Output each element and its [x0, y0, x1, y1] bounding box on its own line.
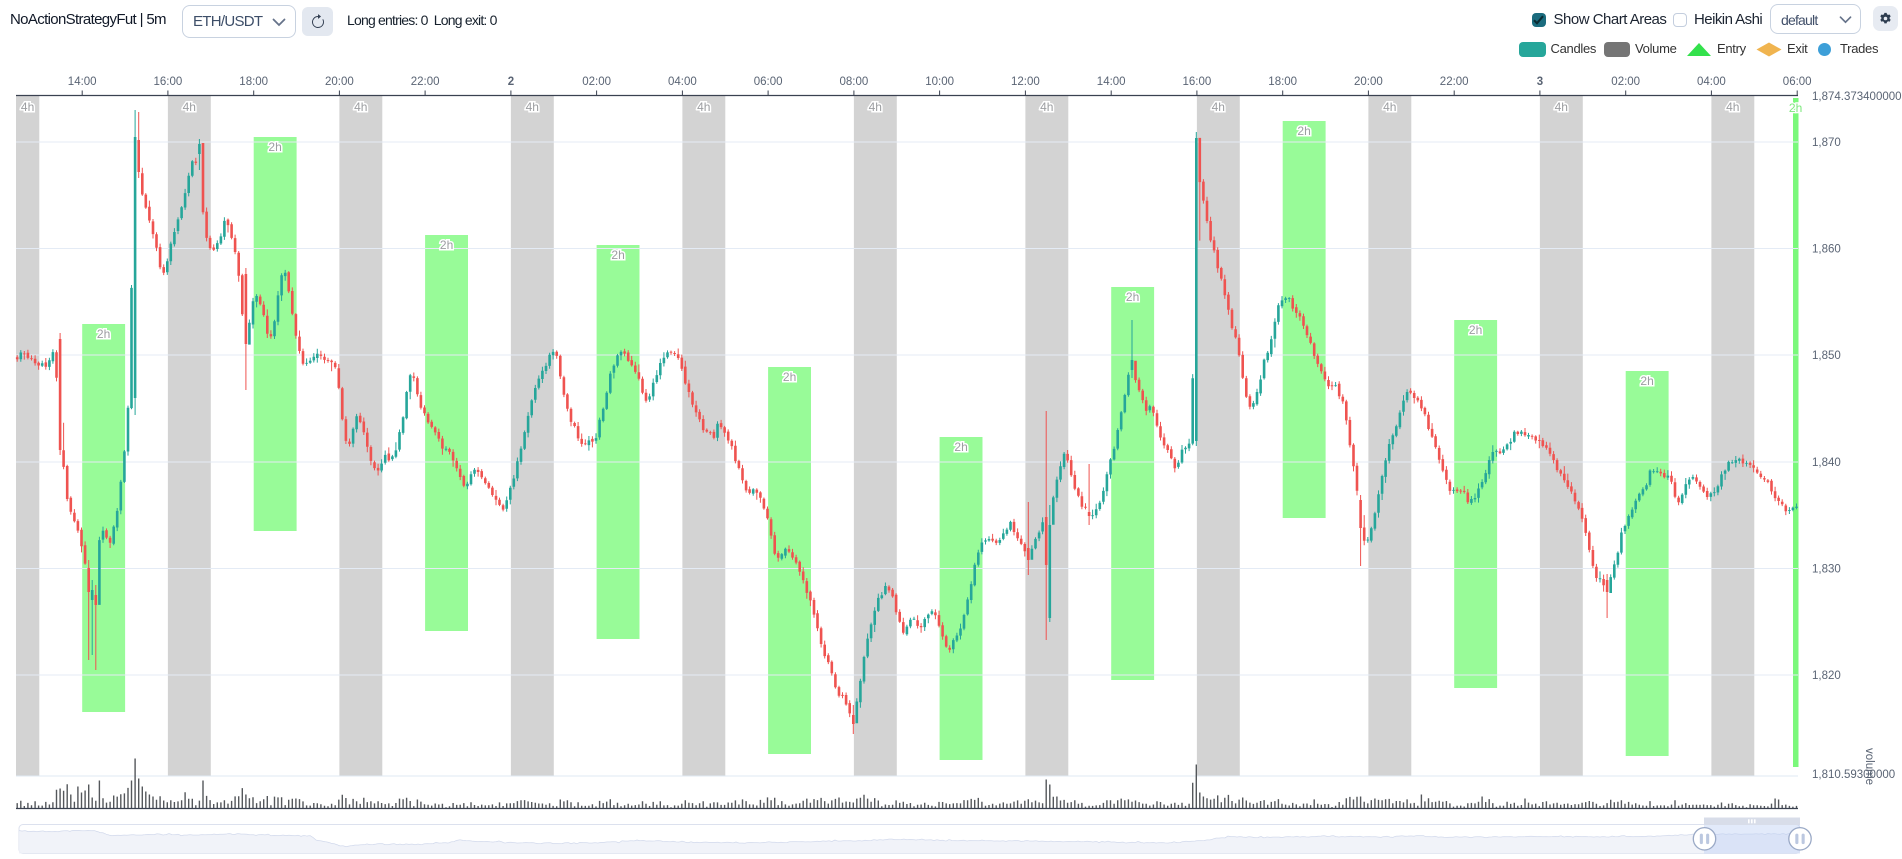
svg-text:3: 3: [1537, 76, 1543, 88]
svg-text:22:00: 22:00: [1440, 76, 1469, 88]
svg-text:1,830: 1,830: [1812, 564, 1841, 576]
svg-text:2: 2: [508, 76, 514, 88]
svg-text:1,820: 1,820: [1812, 670, 1841, 682]
svg-text:2h: 2h: [1640, 374, 1653, 388]
svg-text:2h: 2h: [954, 440, 967, 454]
svg-text:20:00: 20:00: [1354, 76, 1383, 88]
svg-text:12:00: 12:00: [1011, 76, 1040, 88]
svg-text:1,860: 1,860: [1812, 244, 1841, 256]
svg-text:14:00: 14:00: [1097, 76, 1126, 88]
svg-text:14:00: 14:00: [68, 76, 97, 88]
svg-text:4h: 4h: [1555, 100, 1568, 114]
svg-text:18:00: 18:00: [1268, 76, 1297, 88]
svg-text:1,810.59300000: 1,810.59300000: [1812, 769, 1895, 781]
svg-text:02:00: 02:00: [1611, 76, 1640, 88]
svg-text:18:00: 18:00: [239, 76, 268, 88]
svg-text:10:00: 10:00: [925, 76, 954, 88]
svg-text:02:00: 02:00: [582, 76, 611, 88]
svg-text:4h: 4h: [354, 100, 367, 114]
svg-text:2h: 2h: [440, 238, 453, 252]
svg-text:06:00: 06:00: [754, 76, 783, 88]
svg-text:2h: 2h: [97, 327, 110, 341]
svg-text:2h: 2h: [783, 370, 796, 384]
svg-text:04:00: 04:00: [1697, 76, 1726, 88]
svg-text:4h: 4h: [1040, 100, 1053, 114]
svg-text:22:00: 22:00: [411, 76, 440, 88]
svg-text:1,870: 1,870: [1812, 137, 1841, 149]
svg-text:volume: volume: [1863, 748, 1875, 785]
svg-text:08:00: 08:00: [840, 76, 869, 88]
svg-text:2h: 2h: [268, 140, 281, 154]
svg-text:2h: 2h: [1126, 290, 1139, 304]
svg-text:4h: 4h: [697, 100, 710, 114]
svg-text:06:00: 06:00: [1783, 76, 1812, 88]
svg-text:2h: 2h: [1297, 124, 1310, 138]
svg-text:1,840: 1,840: [1812, 457, 1841, 469]
svg-text:04:00: 04:00: [668, 76, 697, 88]
svg-text:1,850: 1,850: [1812, 350, 1841, 362]
svg-text:16:00: 16:00: [1183, 76, 1212, 88]
svg-text:4h: 4h: [526, 100, 539, 114]
svg-text:4h: 4h: [1726, 100, 1739, 114]
svg-text:4h: 4h: [1383, 100, 1396, 114]
svg-text:2h: 2h: [1469, 323, 1482, 337]
svg-text:2h: 2h: [611, 248, 624, 262]
svg-text:4h: 4h: [869, 100, 882, 114]
svg-text:2h: 2h: [1789, 101, 1802, 115]
svg-text:4h: 4h: [183, 100, 196, 114]
svg-text:4h: 4h: [21, 100, 34, 114]
svg-text:20:00: 20:00: [325, 76, 354, 88]
svg-text:4h: 4h: [1212, 100, 1225, 114]
svg-text:16:00: 16:00: [154, 76, 183, 88]
svg-text:1,874.373400000: 1,874.373400000: [1812, 91, 1902, 103]
